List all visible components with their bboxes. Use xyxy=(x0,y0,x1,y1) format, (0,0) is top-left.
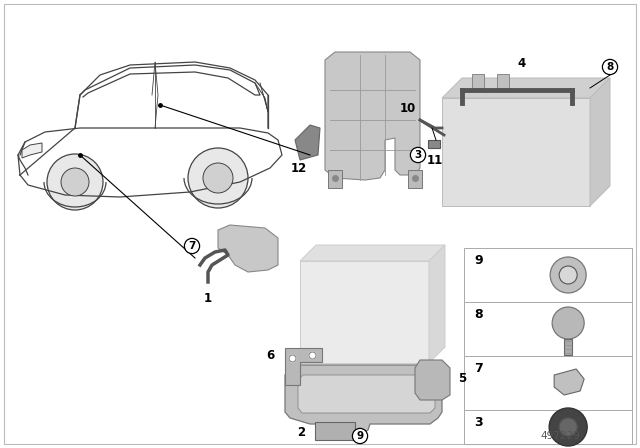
Text: 10: 10 xyxy=(400,102,416,115)
Circle shape xyxy=(61,168,89,196)
Bar xyxy=(315,422,355,440)
Circle shape xyxy=(203,163,233,193)
Text: 8: 8 xyxy=(606,62,614,72)
Bar xyxy=(464,302,632,356)
Bar xyxy=(464,410,632,444)
Circle shape xyxy=(188,148,248,208)
Text: 6: 6 xyxy=(266,349,274,362)
Polygon shape xyxy=(325,52,420,180)
Circle shape xyxy=(552,307,584,339)
Text: 9: 9 xyxy=(356,431,364,441)
Text: 7: 7 xyxy=(474,362,483,375)
Bar xyxy=(497,74,509,88)
Text: 7: 7 xyxy=(188,241,196,251)
Polygon shape xyxy=(415,360,450,400)
Polygon shape xyxy=(442,78,610,98)
Polygon shape xyxy=(554,369,584,395)
Text: 1: 1 xyxy=(204,292,212,305)
Polygon shape xyxy=(285,365,442,434)
Polygon shape xyxy=(295,125,320,160)
Text: 8: 8 xyxy=(474,307,483,320)
Circle shape xyxy=(550,257,586,293)
Polygon shape xyxy=(429,245,445,363)
Bar xyxy=(300,261,429,363)
Text: 3: 3 xyxy=(474,415,483,428)
Bar xyxy=(472,74,484,88)
Text: 3: 3 xyxy=(414,150,422,160)
Text: 4: 4 xyxy=(518,56,526,69)
Text: 497229: 497229 xyxy=(540,431,580,441)
Text: 2: 2 xyxy=(297,426,305,439)
Circle shape xyxy=(559,266,577,284)
Circle shape xyxy=(47,154,103,210)
Polygon shape xyxy=(218,225,278,272)
Text: 12: 12 xyxy=(291,161,307,175)
Bar xyxy=(564,339,572,355)
Bar xyxy=(328,170,342,188)
Bar xyxy=(464,248,632,302)
Polygon shape xyxy=(22,143,42,158)
Polygon shape xyxy=(590,78,610,206)
Text: 9: 9 xyxy=(474,254,483,267)
Text: 11: 11 xyxy=(427,154,443,167)
Bar xyxy=(464,356,632,410)
Polygon shape xyxy=(300,245,445,261)
Polygon shape xyxy=(285,348,322,385)
Circle shape xyxy=(549,408,587,446)
Bar xyxy=(442,98,590,206)
Circle shape xyxy=(559,418,577,436)
Polygon shape xyxy=(298,375,435,413)
Bar xyxy=(428,140,440,148)
Bar xyxy=(408,170,422,188)
Text: 5: 5 xyxy=(458,371,466,384)
